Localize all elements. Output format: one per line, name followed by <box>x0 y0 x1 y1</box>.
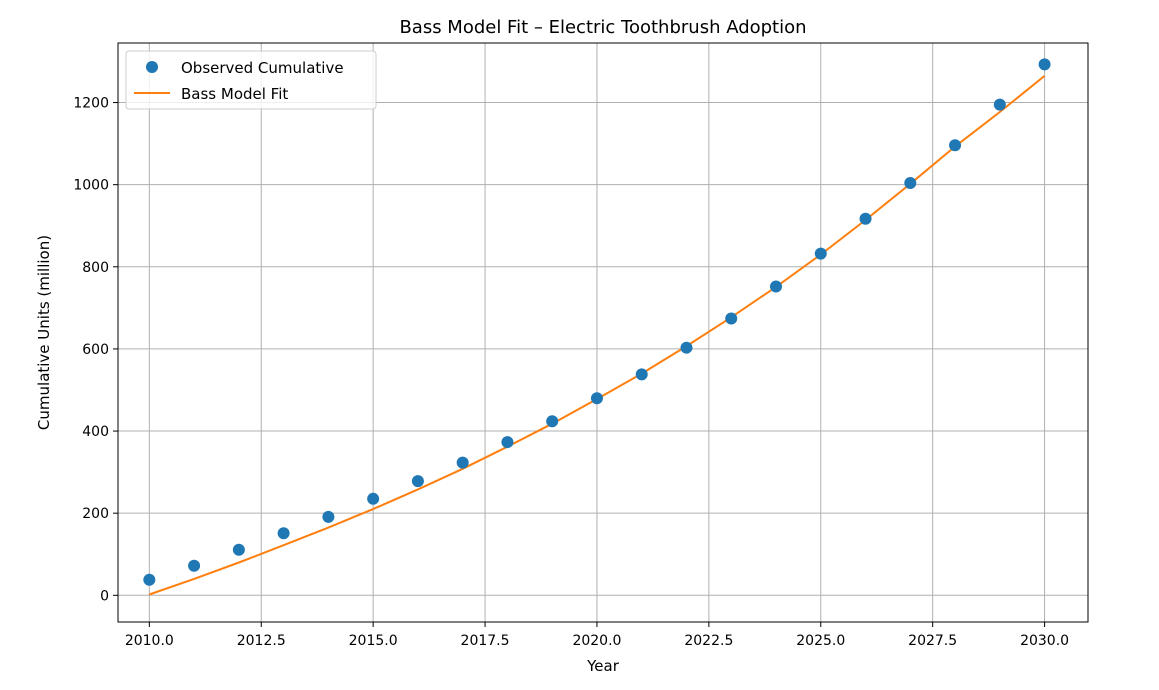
observed-point <box>770 280 783 293</box>
grid <box>118 43 1088 622</box>
x-tick-label: 2015.0 <box>349 633 398 649</box>
x-axis-label: Year <box>586 657 620 675</box>
legend-label-observed: Observed Cumulative <box>181 59 344 77</box>
observed-point <box>277 527 290 540</box>
observed-point <box>188 559 201 572</box>
observed-point <box>814 247 827 260</box>
observed-point <box>143 573 156 586</box>
y-axis-label: Cumulative Units (million) <box>35 235 53 430</box>
x-tick-label: 2020.0 <box>572 633 621 649</box>
x-tick-label: 2025.0 <box>796 633 845 649</box>
x-tick-label: 2012.5 <box>237 633 286 649</box>
observed-point <box>501 436 514 449</box>
observed-point <box>590 392 603 405</box>
y-tick-label: 800 <box>82 260 109 276</box>
observed-point <box>367 492 380 505</box>
observed-point <box>993 98 1006 111</box>
observed-point <box>322 510 335 523</box>
y-tick-label: 200 <box>82 506 109 522</box>
y-tick-label: 600 <box>82 342 109 358</box>
x-tick-label: 2017.5 <box>461 633 510 649</box>
x-tick-label: 2010.0 <box>125 633 174 649</box>
y-axis-ticks: 0 200 400 600 800 1000 1200 <box>73 96 118 604</box>
x-tick-label: 2022.5 <box>684 633 733 649</box>
legend-box <box>125 50 377 110</box>
legend-label-fit: Bass Model Fit <box>181 85 288 103</box>
x-tick-label: 2030.0 <box>1020 633 1069 649</box>
observed-point <box>904 177 917 190</box>
observed-point <box>635 368 648 381</box>
y-tick-label: 0 <box>100 588 109 604</box>
observed-point <box>725 312 738 325</box>
observed-point <box>680 341 693 354</box>
observed-point <box>411 475 424 488</box>
y-tick-label: 400 <box>82 424 109 440</box>
legend: Observed Cumulative Bass Model Fit <box>125 50 377 110</box>
observed-point <box>232 543 245 556</box>
observed-point <box>949 139 962 152</box>
x-axis-ticks: 2010.0 2012.5 2015.0 2017.5 2020.0 2022.5 2025… <box>125 622 1069 649</box>
legend-marker-observed <box>146 61 158 73</box>
plot-frame <box>117 42 1089 623</box>
observed-point <box>1038 58 1051 71</box>
x-tick-label: 2027.5 <box>908 633 957 649</box>
y-tick-label: 1200 <box>73 96 109 112</box>
observed-point <box>546 415 559 428</box>
observed-point <box>456 456 469 469</box>
y-tick-label: 1000 <box>73 178 109 194</box>
chart-title: Bass Model Fit – Electric Toothbrush Ado… <box>399 17 806 38</box>
observed-point <box>859 212 872 225</box>
observed-points-layer <box>143 58 1051 586</box>
